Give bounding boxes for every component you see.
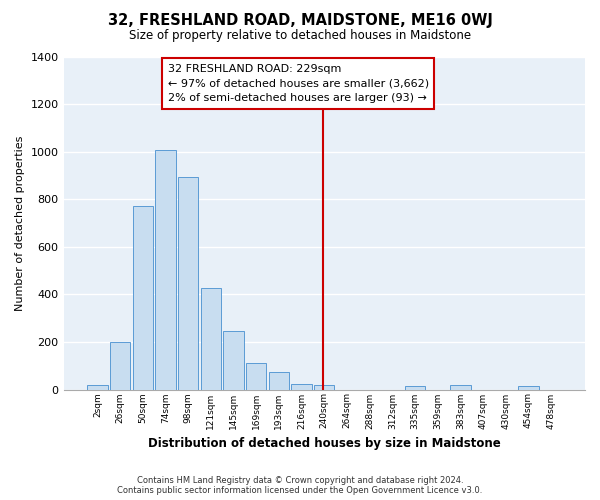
Bar [200, 288, 221, 390]
Bar [405, 386, 425, 390]
Bar [110, 342, 130, 390]
Bar [223, 331, 244, 390]
Bar [292, 384, 312, 390]
Bar [155, 150, 176, 390]
Bar [246, 364, 266, 390]
Bar [87, 385, 107, 390]
Text: Contains HM Land Registry data © Crown copyright and database right 2024.
Contai: Contains HM Land Registry data © Crown c… [118, 476, 482, 495]
Bar [269, 372, 289, 390]
Bar [178, 177, 199, 390]
Bar [314, 385, 334, 390]
Bar [450, 385, 470, 390]
Text: 32 FRESHLAND ROAD: 229sqm
← 97% of detached houses are smaller (3,662)
2% of sem: 32 FRESHLAND ROAD: 229sqm ← 97% of detac… [168, 64, 429, 103]
Bar [133, 206, 153, 390]
Text: 32, FRESHLAND ROAD, MAIDSTONE, ME16 0WJ: 32, FRESHLAND ROAD, MAIDSTONE, ME16 0WJ [107, 12, 493, 28]
Bar [518, 386, 539, 390]
Y-axis label: Number of detached properties: Number of detached properties [15, 136, 25, 310]
Text: Size of property relative to detached houses in Maidstone: Size of property relative to detached ho… [129, 29, 471, 42]
X-axis label: Distribution of detached houses by size in Maidstone: Distribution of detached houses by size … [148, 437, 500, 450]
